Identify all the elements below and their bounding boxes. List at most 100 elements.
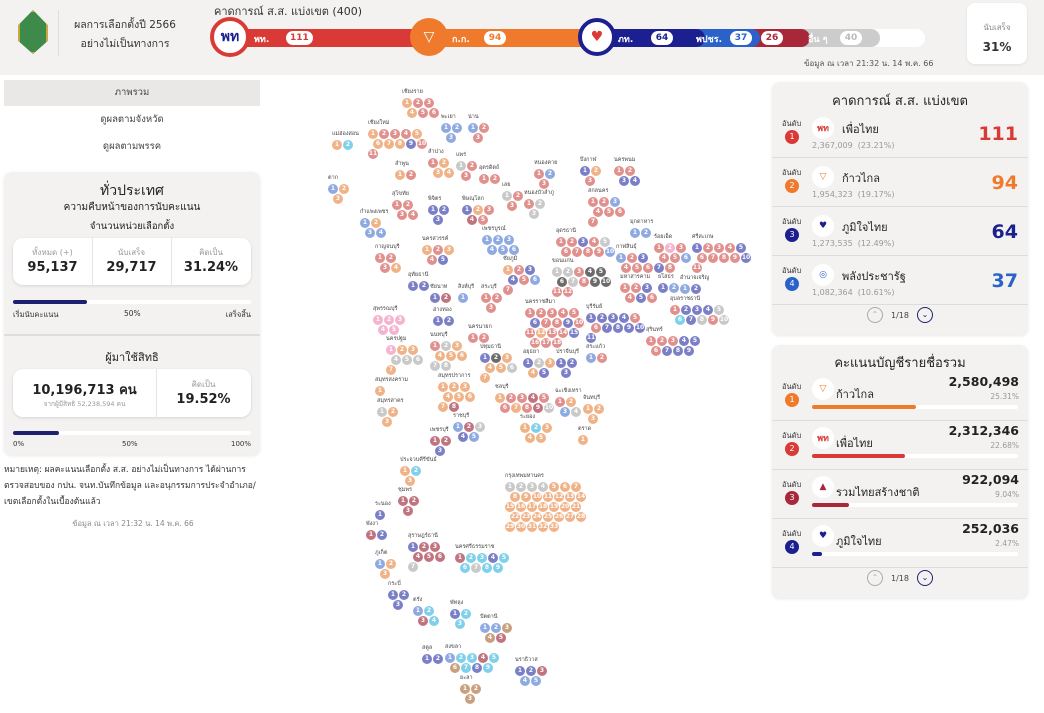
partylist-row[interactable]: อันดับ 3 ▲ รวมไทยสร้างชาติ 922,094 9.04% [772, 470, 1028, 519]
district-dot[interactable]: 8 [697, 315, 707, 325]
district-dot[interactable]: 3 [408, 345, 418, 355]
district-dot[interactable]: 2 [464, 422, 474, 432]
district-dot[interactable]: 5 [418, 108, 428, 118]
district-dot[interactable]: 15 [569, 328, 579, 338]
district-dot[interactable]: 3 [403, 506, 413, 516]
district-dot[interactable]: 3 [393, 600, 403, 610]
district-dot[interactable]: 1 [402, 98, 412, 108]
district-dot[interactable]: 8 [613, 323, 623, 333]
district-dot[interactable]: 3 [475, 422, 485, 432]
district-dot[interactable]: 5 [539, 368, 549, 378]
district-dot[interactable]: 5 [499, 553, 509, 563]
district-dot[interactable]: 2 [492, 293, 502, 303]
district-dot[interactable]: 1 [430, 293, 440, 303]
district-dot[interactable]: 2 [339, 184, 349, 194]
district-dot[interactable]: 2 [371, 218, 381, 228]
district-dot[interactable]: 4 [538, 482, 548, 492]
district-dot[interactable]: 1 [450, 609, 460, 619]
district-dot[interactable]: 9 [406, 139, 416, 149]
district-dot[interactable]: 1 [620, 283, 630, 293]
district-dot[interactable]: 4 [478, 653, 488, 663]
district-dot[interactable]: 3 [397, 210, 407, 220]
district-dot[interactable]: 8 [719, 253, 729, 263]
district-dot[interactable]: 3 [405, 476, 415, 486]
district-dot[interactable]: 5 [389, 325, 399, 335]
district-dot[interactable]: 6 [509, 245, 519, 255]
district-dot[interactable]: 5 [496, 363, 506, 373]
district-dot[interactable]: 3 [418, 616, 428, 626]
district-dot[interactable]: 2 [388, 407, 398, 417]
district-dot[interactable]: 1 [366, 530, 376, 540]
nav-by-party[interactable]: ดูผลตามพรรค [102, 141, 162, 152]
district-dot[interactable]: 2 [384, 315, 394, 325]
district-dot[interactable]: 4 [427, 255, 437, 265]
district-dot[interactable]: 4 [485, 363, 495, 373]
district-dot[interactable]: 1 [408, 542, 418, 552]
district-dot[interactable]: 2 [641, 228, 651, 238]
district-dot[interactable]: 7 [408, 562, 418, 572]
district-dot[interactable]: 1 [481, 293, 491, 303]
district-dot[interactable]: 5 [539, 393, 549, 403]
district-dot[interactable]: 7 [602, 323, 612, 333]
district-dot[interactable]: 9 [594, 247, 604, 257]
district-dot[interactable]: 2 [665, 243, 675, 253]
district-dot[interactable]: 12 [554, 492, 564, 502]
district-dot[interactable]: 3 [473, 133, 483, 143]
district-dot[interactable]: 9 [708, 315, 718, 325]
district-dot[interactable]: 1 [520, 423, 530, 433]
district-dot[interactable]: 2 [599, 197, 609, 207]
district-dot[interactable]: 1 [395, 170, 405, 180]
district-dot[interactable]: 2 [625, 166, 635, 176]
district-dot[interactable]: 6 [557, 277, 567, 287]
district-dot[interactable]: 2 [444, 316, 454, 326]
district-dot[interactable]: 4 [725, 243, 735, 253]
district-dot[interactable]: 2 [439, 205, 449, 215]
district-dot[interactable]: 7 [654, 263, 664, 273]
district-dot[interactable]: 4 [630, 176, 640, 186]
district-dot[interactable]: 8 [552, 318, 562, 328]
district-dot[interactable]: 1 [525, 308, 535, 318]
district-dot[interactable]: 1 [332, 140, 342, 150]
district-dot[interactable]: 2 [449, 382, 459, 392]
district-dot[interactable]: 3 [452, 341, 462, 351]
district-dot[interactable]: 5 [402, 355, 412, 365]
district-dot[interactable]: 2 [471, 684, 481, 694]
district-dot[interactable]: 3 [507, 201, 517, 211]
district-dot[interactable]: 3 [517, 393, 527, 403]
district-dot[interactable]: 3 [382, 417, 392, 427]
district-dot[interactable]: 22 [510, 512, 520, 522]
district-dot[interactable]: 2 [461, 609, 471, 619]
district-dot[interactable]: 4 [528, 393, 538, 403]
district-dot[interactable]: 1 [524, 199, 534, 209]
district-dot[interactable]: 8 [441, 361, 451, 371]
district-dot[interactable]: 6 [697, 253, 707, 263]
district-dot[interactable]: 9 [684, 346, 694, 356]
district-dot[interactable]: 3 [545, 358, 555, 368]
district-dot[interactable]: 6 [413, 355, 423, 365]
district-dot[interactable]: 2 [397, 345, 407, 355]
nav-by-province[interactable]: ดูผลตามจังหวัด [100, 114, 164, 125]
district-dot[interactable]: 5 [446, 351, 456, 361]
district-dot[interactable]: 13 [547, 328, 557, 338]
district-dot[interactable]: 1 [392, 200, 402, 210]
district-dot[interactable]: 3 [444, 245, 454, 255]
district-dot[interactable]: 3 [547, 308, 557, 318]
constituency-row[interactable]: อันดับ 4 ◎ พลังประชารัฐ 1,082,364 (10.61%… [772, 256, 1028, 305]
district-dot[interactable]: 4 [458, 432, 468, 442]
district-dot[interactable]: 10 [601, 277, 611, 287]
district-dot[interactable]: 3 [539, 179, 549, 189]
district-dot[interactable]: 2 [491, 353, 501, 363]
district-dot[interactable]: 1 [430, 436, 440, 446]
district-dot[interactable]: 5 [690, 336, 700, 346]
district-dot[interactable]: 3 [395, 315, 405, 325]
district-dot[interactable]: 2 [491, 623, 501, 633]
district-dot[interactable]: 8 [510, 492, 520, 502]
district-dot[interactable]: 7 [686, 315, 696, 325]
district-dot[interactable]: 13 [565, 492, 575, 502]
district-dot[interactable]: 5 [632, 263, 642, 273]
district-dot[interactable]: 8 [449, 402, 459, 412]
district-dot[interactable]: 7 [480, 373, 490, 383]
district-dot[interactable]: 2 [545, 169, 555, 179]
district-dot[interactable]: 3 [455, 619, 465, 629]
district-dot[interactable]: 1 [408, 281, 418, 291]
